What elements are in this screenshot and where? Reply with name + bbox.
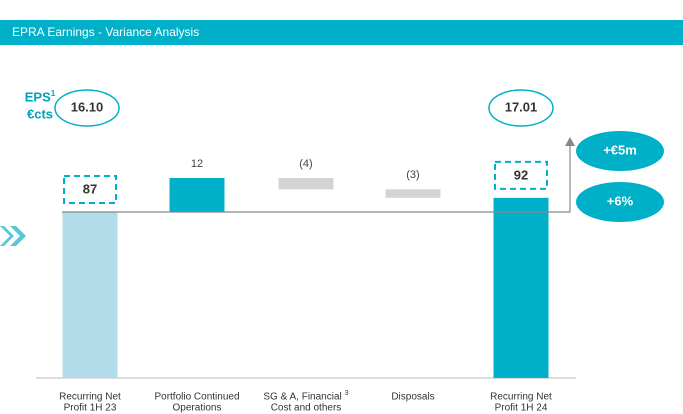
change-label: +€5m [603, 142, 637, 157]
eps-bubble [54, 89, 120, 127]
eps-value: 16.10 [71, 99, 104, 114]
arrow-icon [0, 226, 14, 246]
eps-label: EPS1 [25, 89, 56, 104]
bar [493, 197, 549, 378]
change-label: +6% [607, 193, 634, 208]
change-bubble [576, 182, 664, 222]
x-tick-label: Recurring Net [59, 392, 121, 403]
value-label: 87 [83, 181, 97, 196]
value-box [494, 160, 548, 190]
footnote: 3 [345, 390, 349, 397]
x-tick-label: SG & A, Financial 3 [263, 390, 348, 403]
x-tick-label: Cost and others [271, 403, 342, 414]
bar [278, 178, 334, 190]
footnote: 1 [51, 89, 56, 98]
change-bubble [576, 131, 664, 171]
bar [385, 189, 441, 198]
value-label: (3) [406, 169, 419, 181]
chart-title: EPRA Earnings - Variance Analysis [12, 25, 199, 39]
reference-line [62, 145, 571, 213]
value-label: 92 [514, 167, 528, 182]
value-label: (4) [299, 158, 312, 170]
eps-value: 17.01 [505, 99, 538, 114]
value-label: 12 [191, 158, 203, 170]
x-tick-label: Operations [173, 403, 222, 414]
bar [169, 178, 225, 212]
value-box [63, 175, 117, 204]
bar [62, 212, 118, 378]
x-tick-label: Recurring Net [490, 392, 552, 403]
eps-unit: €cts [27, 106, 53, 121]
header-bar [0, 20, 683, 45]
arrow-head [565, 137, 575, 146]
x-tick-label: Profit 1H 23 [64, 403, 117, 414]
arrow-icon [10, 226, 26, 246]
x-tick-label: Profit 1H 24 [495, 403, 548, 414]
x-tick-label: Portfolio Continued [154, 392, 239, 403]
x-tick-label: Disposals [391, 392, 434, 403]
eps-bubble [488, 89, 554, 127]
